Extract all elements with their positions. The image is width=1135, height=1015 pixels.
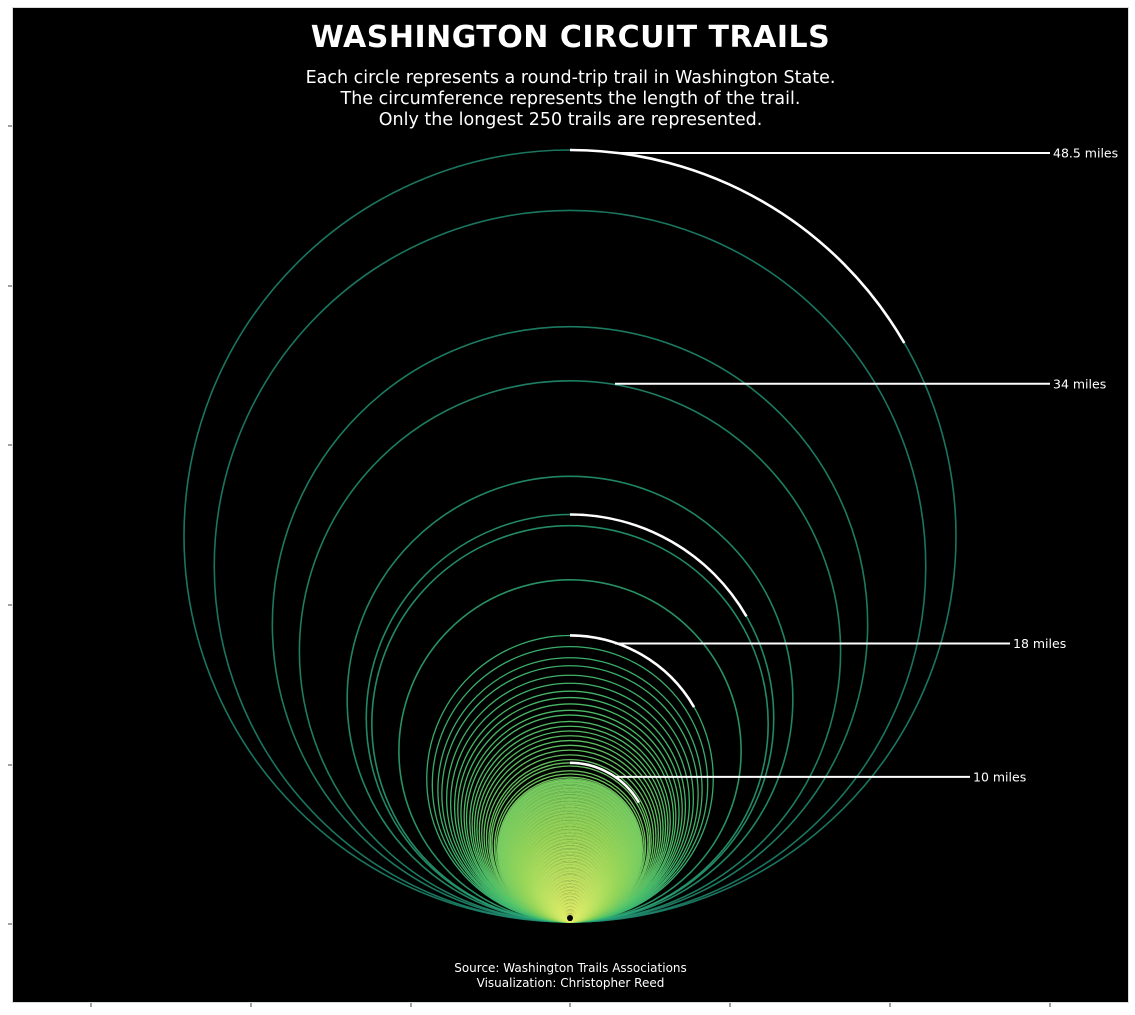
chart-subtitle: Each circle represents a round-trip trai… — [0, 68, 1135, 131]
trail-circles — [183, 149, 957, 923]
highlight-arc — [569, 148, 906, 344]
chart-title: WASHINGTON CIRCUIT TRAILS — [310, 20, 831, 55]
base-dot — [567, 915, 573, 921]
trail-length-label: 34 miles — [1053, 376, 1106, 391]
highlight-arc — [569, 513, 748, 618]
trail-length-label: 48.5 miles — [1053, 146, 1118, 161]
source-note: Source: Washington Trails Associations — [454, 961, 687, 975]
chart-footer: Source: Washington Trails Associations V… — [0, 961, 1135, 991]
trail-length-label: 10 miles — [973, 769, 1026, 784]
highlight-arc — [569, 634, 696, 708]
highlight-arc — [569, 761, 641, 804]
trail-length-label: 18 miles — [1013, 636, 1066, 651]
subtitle-line-1: Each circle represents a round-trip trai… — [305, 68, 836, 88]
credit-note: Visualization: Christopher Reed — [476, 976, 665, 990]
subtitle-line-3: Only the longest 250 trails are represen… — [378, 110, 763, 130]
subtitle-line-2: The circumference represents the length … — [340, 89, 801, 109]
